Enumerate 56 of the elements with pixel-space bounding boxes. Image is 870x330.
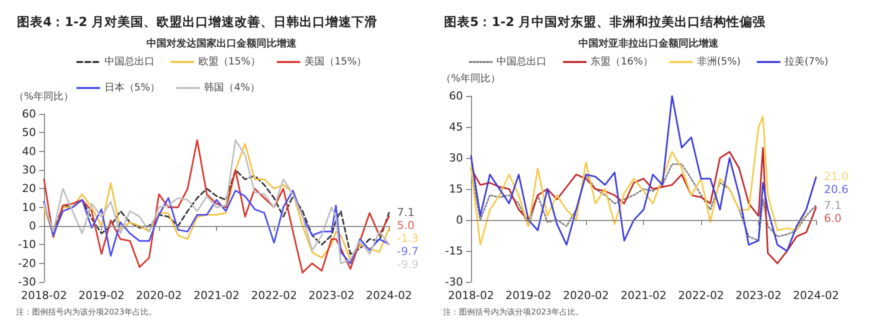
y-tick-label: 0 xyxy=(29,220,36,232)
x-tick-label: 2021-02 xyxy=(620,289,667,302)
x-tick-label: 2022-02 xyxy=(678,289,724,302)
legend-label: 拉美(7%) xyxy=(784,56,828,68)
legend-label: 中国总出口 xyxy=(104,56,154,68)
x-tick-label: 2021-02 xyxy=(194,289,240,302)
y-tick-label: 0 xyxy=(456,214,463,226)
y-tick-label: 50 xyxy=(22,126,36,140)
x-tick-label: 2020-02 xyxy=(136,289,182,302)
y-tick-label: -30 xyxy=(18,276,36,288)
legend-label: 中国总出口 xyxy=(496,56,547,68)
legend-label: 日本（5%） xyxy=(104,82,160,94)
annotation: 21.0 xyxy=(824,170,848,184)
chart-subtitle: 中国对发达国家出口金额同比增速 xyxy=(146,38,298,50)
legend-label: 韩国（4%） xyxy=(204,82,260,94)
y-tick-label: 60 xyxy=(22,108,36,120)
y-tick-label: 10 xyxy=(22,200,36,214)
legend-label: 美国（15%） xyxy=(304,56,367,68)
y-axis-title: （%年同比） xyxy=(14,90,74,102)
annotation: 5.0 xyxy=(397,219,414,232)
y-tick-label: 30 xyxy=(449,152,463,164)
chart-subtitle: 中国对亚非拉出口金额同比增速 xyxy=(578,38,720,50)
text: 注：图例括号内为该分项2023年占比。 xyxy=(16,308,156,316)
annotation: 20.6 xyxy=(824,183,848,196)
y-tick-label: 20 xyxy=(22,182,36,196)
x-tick-label: 2024-02 xyxy=(793,289,839,302)
legend-label: 东盟（16%） xyxy=(590,56,653,68)
x-tick-label: 2023-02 xyxy=(308,289,355,302)
chart-title: 图表5：1-2 月中国对东盟、非洲和拉美出口结构性偏强 xyxy=(444,14,767,29)
legend-label: 欧盟（15%） xyxy=(198,56,261,68)
annotation: 6.0 xyxy=(824,212,842,225)
x-tick-label: 2022-02 xyxy=(251,289,298,302)
y-tick-label: -15 xyxy=(445,244,463,258)
x-tick-label: 2019-02 xyxy=(78,289,124,302)
x-tick-label: 2018-02 xyxy=(21,289,67,302)
annotation: 7.1 xyxy=(397,206,414,220)
x-tick-label: 2024-02 xyxy=(366,289,412,302)
y-tick-label: 40 xyxy=(22,144,36,158)
annotation: -9.7 xyxy=(397,245,418,258)
chart-title: 图表4：1-2 月对美国、欧盟出口增速改善、日韩出口增速下滑 xyxy=(17,14,378,29)
x-tick-label: 2023-02 xyxy=(736,289,782,302)
y-tick-label: -10 xyxy=(18,238,36,252)
annotation: -1.3 xyxy=(397,232,418,246)
y-tick-label: 30 xyxy=(22,164,36,176)
annotation: 7.1 xyxy=(824,198,842,212)
x-tick-label: 2020-02 xyxy=(562,289,609,302)
y-tick-label: -30 xyxy=(445,276,463,288)
x-tick-label: 2019-02 xyxy=(505,289,552,302)
text: 注：图例括号内为该分项2023年占比。 xyxy=(443,308,584,316)
y-tick-label: 45 xyxy=(449,120,463,134)
y-tick-label: 60 xyxy=(449,90,463,102)
x-tick-label: 2018-02 xyxy=(448,289,494,302)
legend-label: 非洲(5%) xyxy=(696,56,741,68)
y-axis-title: （%年同比） xyxy=(441,72,501,84)
y-tick-label: -20 xyxy=(18,256,36,270)
y-tick-label: 15 xyxy=(449,182,463,196)
